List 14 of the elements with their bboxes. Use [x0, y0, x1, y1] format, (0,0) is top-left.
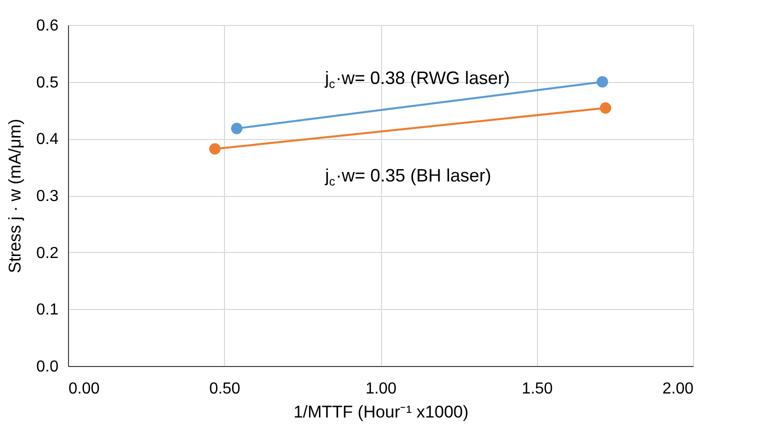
- x-tick-label: 1.00: [365, 380, 397, 398]
- x-tick-label: 1.50: [522, 380, 553, 398]
- y-tick-label: 0.3: [36, 188, 59, 205]
- y-tick-label: 0.5: [36, 74, 59, 92]
- y-tick-label: 0.1: [36, 302, 59, 319]
- x-tick-label: 0.50: [209, 380, 240, 398]
- y-axis-title: Stress j · w (mA/μm): [5, 118, 24, 274]
- y-tick-label: 0.0: [36, 358, 59, 376]
- y-tick-label: 0.2: [36, 244, 59, 262]
- x-axis-title: 1/MTTF (Hour⁻¹ x1000): [293, 402, 469, 422]
- y-tick-label: 0.4: [36, 131, 59, 148]
- x-tick-label: 0.00: [68, 380, 100, 398]
- y-tick-label: 0.6: [36, 18, 59, 34]
- x-tick-label: 2.00: [662, 380, 694, 398]
